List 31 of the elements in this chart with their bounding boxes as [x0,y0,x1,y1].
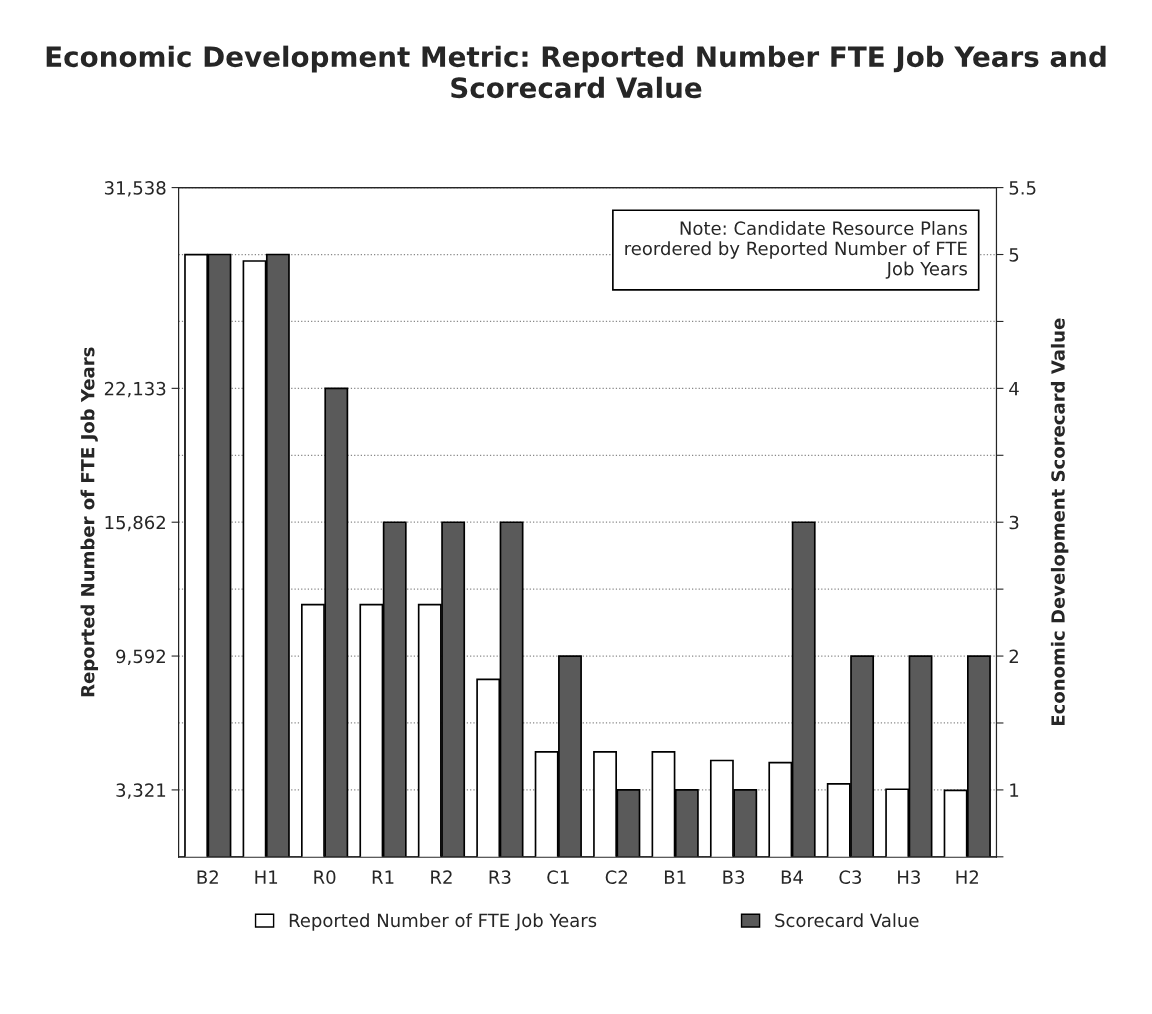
y-tick-label: 3,321 [116,783,166,799]
x-tick-label: H3 [898,870,920,884]
y-tick-label: 9,592 [116,649,165,666]
annotation: Note: Candidate Resource Plans reordered by Reported Number of FTE Job Years [625,221,967,279]
y-axis-title: Reported Number of FTE Job Years [80,347,99,697]
x-tick-label: R3 [489,870,511,884]
y-tick-label: 15,862 [105,515,165,532]
x-tick-label: B3 [723,870,745,884]
x-tick-label: R0 [314,870,336,884]
x-tick-label: B1 [664,870,686,884]
x-tick-label: H2 [956,870,978,884]
x-tick-label: C2 [605,870,627,884]
chart-title: Economic Development Metric: Reported Number FTE Job Years and Scorecard Value [46,45,1106,99]
x-tick-label: H1 [255,870,278,884]
y2-tick-label: 5 [1009,248,1019,262]
x-tick-label: R2 [431,870,452,884]
x-tick-label: C3 [839,870,862,884]
x-tick-label: B4 [781,870,803,884]
x-tick-label: B2 [197,870,218,884]
legend-label: Reported Number of FTE Job Years [289,913,597,931]
y2-tick-label: 4 [1009,382,1019,396]
y2-tick-label: 2 [1009,649,1018,663]
x-tick-label: R1 [372,870,394,884]
y2-axis-title: Economic Development Scorecard Value [1050,318,1069,726]
y-tick-label: 31,538 [104,181,166,197]
legend-label: Scorecard Value [775,913,919,928]
y2-tick-label: 5.5 [1009,181,1036,195]
y2-tick-label: 1 [1010,783,1019,797]
x-tick-label: C1 [547,870,569,884]
y-tick-label: 22,133 [104,381,166,398]
y2-tick-label: 3 [1009,515,1019,530]
